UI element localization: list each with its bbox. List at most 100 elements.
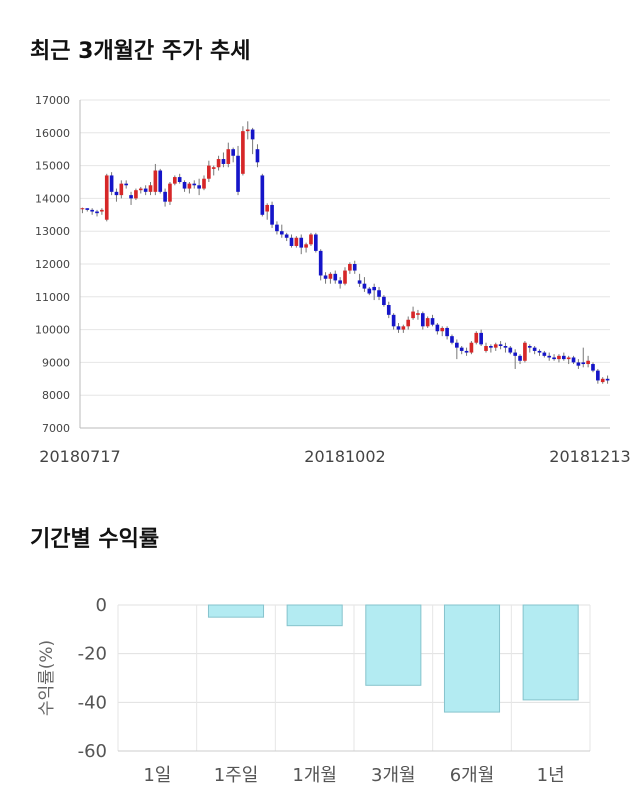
return-bar <box>286 604 343 627</box>
return-bar <box>522 604 579 701</box>
candle-body <box>323 275 328 279</box>
candle-body <box>493 344 498 348</box>
candle-body <box>464 350 469 353</box>
candle-body <box>304 244 308 248</box>
candle-body <box>508 347 513 353</box>
candle-body <box>134 190 138 199</box>
candle-body <box>596 370 600 381</box>
candle-body <box>187 183 192 189</box>
candle-body <box>221 159 226 164</box>
candle-body <box>333 273 338 281</box>
y-tick-label: 11000 <box>35 291 70 304</box>
return-bar <box>443 604 501 713</box>
candle-body <box>138 188 143 191</box>
candle-body <box>503 346 508 348</box>
candle-body <box>382 296 386 305</box>
candle-body <box>207 165 211 179</box>
candle-body <box>260 175 265 215</box>
candle-body <box>367 288 372 294</box>
return-bar <box>365 604 422 686</box>
candle-body <box>289 237 294 246</box>
candle-body <box>80 208 85 210</box>
candle-body <box>561 355 566 360</box>
x-category-label: 1주일 <box>214 765 259 786</box>
candle-body <box>581 362 586 365</box>
candle-body <box>479 332 483 345</box>
candle-body <box>202 178 206 189</box>
candle-body <box>523 342 527 361</box>
period-return-chart: 0 -20 -40 -60 1일 1주일 1개월 3개월 6개월 1년 수익률(%) <box>37 595 591 786</box>
y-tick-label: 12000 <box>35 258 70 271</box>
candle-body <box>95 211 99 214</box>
y-tick-label: 13000 <box>35 225 70 238</box>
candle-body <box>357 280 362 284</box>
candle-body <box>265 204 270 212</box>
candle-body <box>129 195 133 199</box>
y-tick-label: -60 <box>78 741 107 762</box>
candle-body <box>294 237 299 246</box>
candle-body <box>518 355 522 361</box>
y-axis-label: 수익률(%) <box>37 640 57 716</box>
candle-body <box>318 250 323 276</box>
candle-body <box>284 234 289 238</box>
candle-body <box>153 170 158 192</box>
candle-body <box>391 314 396 327</box>
candle-body <box>591 364 595 371</box>
y-tick-label: -20 <box>78 644 107 665</box>
candle-body <box>537 350 542 353</box>
x-category-label: 6개월 <box>450 765 495 786</box>
candle-body <box>158 170 163 192</box>
candle-body <box>566 357 571 360</box>
candle-body <box>605 378 610 381</box>
candle-body <box>484 346 488 351</box>
candle-body <box>547 355 552 358</box>
candle-body <box>527 346 532 348</box>
y-tick-label: 8000 <box>42 389 70 402</box>
y-tick-label: 10000 <box>35 324 70 337</box>
candle-body <box>250 129 255 140</box>
candle-body <box>420 313 425 327</box>
candle-body <box>236 155 240 192</box>
candle-body <box>114 191 119 196</box>
candle-body <box>416 313 420 315</box>
y-tick-label: 9000 <box>42 356 70 369</box>
candle-body <box>406 319 411 327</box>
candle-body <box>430 318 435 325</box>
candle-body <box>168 183 172 202</box>
candle-body <box>100 209 104 212</box>
candle-body <box>241 131 245 174</box>
x-tick-label: 20181213 <box>549 447 630 466</box>
candle-body <box>571 357 576 363</box>
candle-body <box>314 234 318 251</box>
candle-body <box>279 231 284 235</box>
candle-body <box>386 305 391 315</box>
candle-body <box>450 336 454 343</box>
candle-body <box>411 311 415 319</box>
candle-body <box>299 237 304 248</box>
candle-body <box>211 167 216 169</box>
candle-body <box>372 286 376 291</box>
candle-body <box>245 129 250 132</box>
x-category-label: 3개월 <box>371 765 416 786</box>
candle-body <box>440 327 445 332</box>
y-tick-label: 17000 <box>35 94 70 107</box>
candle-body <box>532 347 537 351</box>
y-tick-label: -40 <box>78 692 107 713</box>
candle-body <box>163 191 167 202</box>
candle-body <box>348 264 352 271</box>
candle-body <box>148 185 153 192</box>
x-tick-label: 20180717 <box>39 447 120 466</box>
candle-body <box>177 177 182 182</box>
candle-body <box>489 346 493 348</box>
candle-body <box>182 182 187 189</box>
candle-body <box>231 149 235 156</box>
candle-body <box>576 362 581 366</box>
candle-body <box>270 204 274 225</box>
candle-body <box>192 183 197 186</box>
candle-body <box>109 175 114 192</box>
candle-body <box>459 347 464 351</box>
x-tick-label: 20181002 <box>304 447 385 466</box>
candle-body <box>586 360 590 365</box>
candle-body <box>104 175 109 220</box>
